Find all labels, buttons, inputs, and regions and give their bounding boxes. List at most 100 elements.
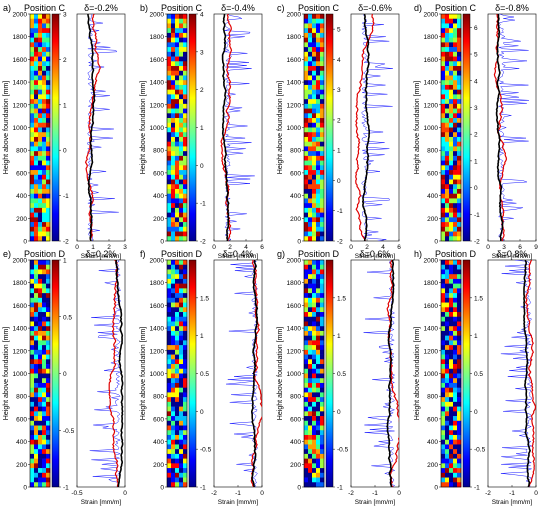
- strain-plot-frame: [213, 13, 263, 242]
- heat-cell: [179, 179, 184, 185]
- heat-cell: [441, 293, 446, 299]
- heat-cell: [441, 151, 446, 157]
- heat-cell: [308, 61, 313, 67]
- heat-cell: [453, 439, 458, 445]
- heat-cell: [304, 288, 309, 294]
- heat-cell: [304, 89, 309, 95]
- heat-cell: [171, 340, 176, 346]
- heat-cell: [30, 146, 35, 152]
- heat-cell: [308, 222, 313, 228]
- heat-cell: [42, 151, 47, 157]
- heat-cell: [179, 108, 184, 114]
- heat-cell: [175, 108, 180, 114]
- heat-cell: [46, 37, 51, 43]
- colorbar: [325, 13, 334, 242]
- heat-cell: [457, 193, 462, 199]
- heat-cell: [441, 160, 446, 166]
- heat-cell: [441, 231, 446, 237]
- heat-cell: [449, 160, 454, 166]
- heat-cell: [320, 382, 325, 388]
- heat-cell: [167, 217, 172, 223]
- heat-cell: [175, 416, 180, 422]
- heat-cell: [453, 274, 458, 280]
- y-tick-label: 0: [297, 239, 301, 246]
- heat-cell: [445, 449, 450, 455]
- heat-cell: [42, 411, 47, 417]
- heat-cell: [441, 349, 446, 355]
- heat-cell: [183, 382, 188, 388]
- heat-cell: [453, 260, 458, 266]
- heat-cell: [304, 127, 309, 133]
- heat-cell: [34, 425, 39, 431]
- heat-cell: [308, 293, 313, 299]
- heat-cell: [316, 222, 321, 228]
- heat-cell: [175, 18, 180, 24]
- heat-cell: [320, 174, 325, 180]
- y-tick-label: 1800: [287, 34, 302, 41]
- heat-cell: [308, 430, 313, 436]
- heat-cell: [34, 373, 39, 379]
- heat-cell: [179, 160, 184, 166]
- heat-cell: [453, 174, 458, 180]
- heat-cell: [46, 330, 51, 336]
- heat-cell: [308, 283, 313, 289]
- heat-cell: [441, 425, 446, 431]
- colorbar-tick-label: 3: [337, 87, 341, 94]
- heat-cell: [179, 56, 184, 62]
- heat-cell: [457, 99, 462, 105]
- heat-cell: [304, 66, 309, 72]
- heat-cell: [171, 269, 176, 275]
- heat-cell: [30, 188, 35, 195]
- heat-cell: [320, 397, 325, 403]
- heat-cell: [457, 151, 462, 157]
- heat-cell: [453, 155, 458, 161]
- heat-cell: [42, 392, 47, 398]
- heat-cell: [320, 136, 325, 142]
- heat-cell: [34, 179, 39, 185]
- heat-cell: [42, 193, 47, 199]
- heat-cell: [183, 425, 188, 431]
- heat-cell: [38, 434, 43, 441]
- heat-cell: [441, 122, 446, 128]
- heat-cell: [457, 378, 462, 384]
- heat-cell: [34, 330, 39, 336]
- heat-cell: [171, 80, 176, 86]
- heat-cell: [179, 401, 184, 407]
- heat-cell: [42, 236, 47, 242]
- heat-cell: [167, 222, 172, 228]
- heat-cell: [46, 264, 51, 270]
- colorbar-tick-label: 2: [337, 117, 341, 124]
- raw-strain-line: [86, 14, 119, 241]
- heat-cell: [46, 430, 51, 436]
- heat-cell: [312, 174, 317, 180]
- heat-cell: [457, 174, 462, 180]
- heat-cell: [316, 468, 321, 474]
- heat-cell: [320, 18, 325, 24]
- heat-cell: [449, 165, 454, 171]
- heat-cell: [449, 132, 454, 138]
- heat-cell: [171, 42, 176, 48]
- heat-cell: [30, 264, 35, 270]
- heat-cell: [320, 226, 325, 232]
- heat-cell: [30, 42, 35, 48]
- heat-cell: [449, 288, 454, 294]
- heat-cell: [183, 108, 188, 114]
- heat-cell: [441, 439, 446, 445]
- heat-cell: [308, 141, 313, 147]
- heat-cell: [308, 368, 313, 374]
- heat-cell: [445, 146, 450, 152]
- heat-cell: [449, 387, 454, 393]
- heat-cell: [441, 411, 446, 417]
- heat-cell: [445, 56, 450, 62]
- heat-cell: [312, 42, 317, 48]
- heat-cell: [30, 373, 35, 379]
- heat-cell: [42, 330, 47, 336]
- heat-cell: [30, 184, 35, 190]
- smoothed-strain-line: [108, 260, 119, 487]
- heat-cell: [449, 345, 454, 351]
- heat-cell: [42, 312, 47, 318]
- panel-g: 2000180016001400120010008006004002000Hei…: [277, 249, 401, 506]
- heat-cell: [183, 316, 188, 322]
- heat-cell: [441, 302, 446, 308]
- series-group: [363, 260, 399, 487]
